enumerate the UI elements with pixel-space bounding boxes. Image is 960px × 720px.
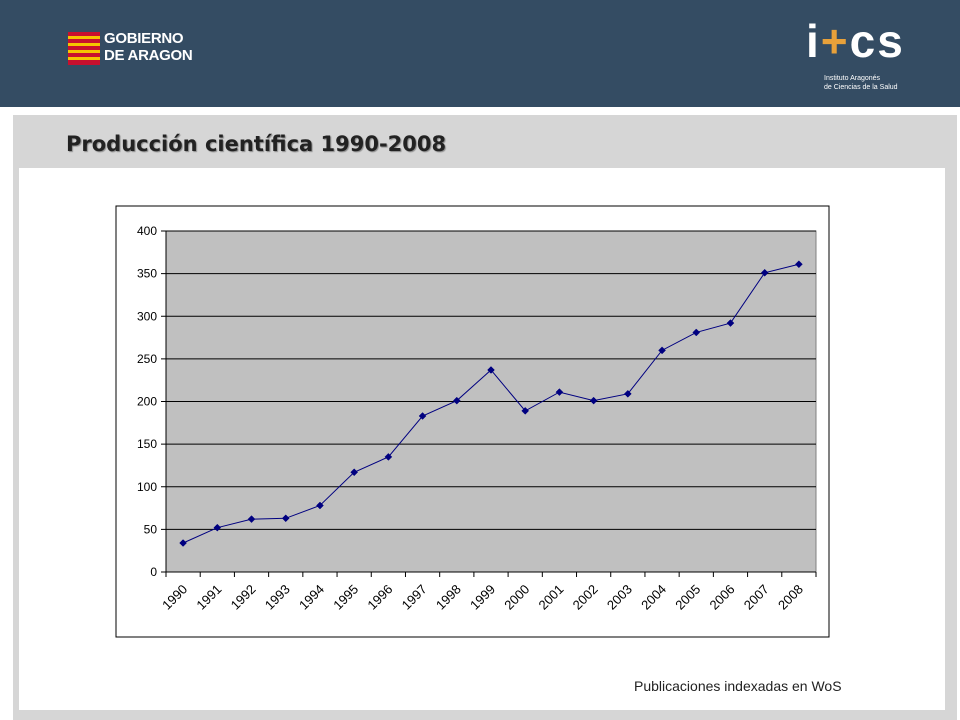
gobierno-aragon-logo: GOBIERNO DE ARAGON (68, 30, 208, 70)
gov-logo-text: GOBIERNO DE ARAGON (104, 30, 193, 64)
slide-title: Producción científica 1990-2008 (66, 132, 447, 156)
gov-logo-line1: GOBIERNO (104, 30, 184, 47)
y-tick-label: 350 (137, 267, 157, 281)
data-point (487, 366, 495, 374)
data-point (179, 539, 187, 547)
y-tick-label: 0 (150, 565, 157, 579)
data-point (281, 514, 290, 523)
data-point (418, 412, 427, 420)
y-tick-label: 200 (137, 395, 157, 409)
ics-sub-line2: de Ciencias de la Salud (824, 84, 898, 91)
aragon-flag-icon (68, 32, 100, 65)
gov-logo-line2: DE ARAGON (104, 47, 193, 64)
data-point (760, 268, 769, 277)
data-point (350, 468, 359, 477)
data-point (726, 319, 735, 327)
y-tick-label: 300 (137, 309, 157, 323)
data-point (795, 260, 803, 269)
y-tick-label: 250 (137, 352, 157, 366)
data-point (213, 523, 222, 532)
chart-container: 0 50 100 150 200 250 300 350 400 1990 1991 1992 1993… (19, 168, 945, 710)
y-tick-label: 100 (137, 480, 157, 494)
ics-sub-line1: Instituto Aragonés (824, 75, 881, 82)
data-point (589, 396, 598, 405)
chart-caption: Publicaciones indexadas en WoS (634, 678, 842, 694)
y-tick-label: 50 (144, 522, 158, 536)
data-point (521, 407, 530, 415)
ics-logo-subtitle: Instituto Aragonés de Ciencias de la Sal… (824, 74, 898, 92)
data-point (247, 515, 256, 523)
data-point (555, 388, 564, 396)
data-point (623, 389, 632, 398)
ics-logo-mark: i+cs (806, 15, 905, 67)
y-tick-label: 400 (137, 224, 157, 238)
data-point (452, 396, 461, 405)
ics-logo: i+cs Instituto Aragonés de Ciencias de l… (806, 18, 916, 98)
data-point (692, 328, 701, 337)
data-point (658, 346, 666, 355)
data-point (316, 501, 324, 510)
y-tick-label: 150 (137, 437, 157, 451)
header-bar: GOBIERNO DE ARAGON i+cs Instituto Aragon… (0, 0, 960, 107)
data-point (384, 453, 393, 461)
